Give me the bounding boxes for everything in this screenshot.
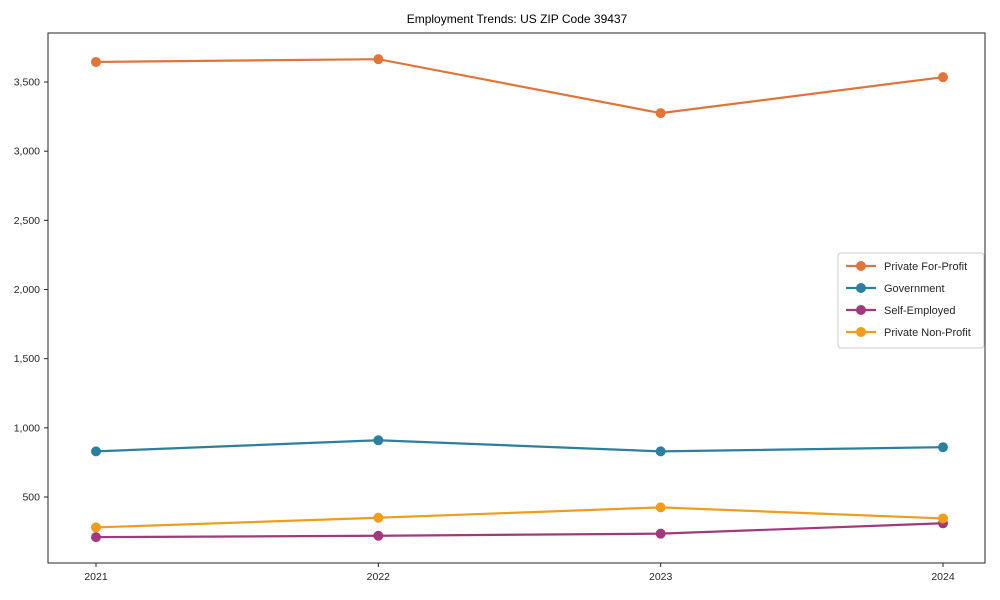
data-point[interactable] bbox=[655, 108, 666, 119]
data-point[interactable] bbox=[91, 522, 101, 533]
data-point[interactable] bbox=[655, 446, 666, 457]
y-tick-label: 1,500 bbox=[14, 353, 40, 365]
data-point[interactable] bbox=[91, 532, 101, 543]
legend: Private For-Profit Government Self-Employe… bbox=[837, 252, 985, 349]
legend-marker bbox=[856, 327, 866, 337]
x-tick-label: 2021 bbox=[84, 571, 108, 583]
x-tick-label: 2023 bbox=[649, 571, 673, 583]
y-tick-label: 3,000 bbox=[14, 146, 40, 158]
y-tick-label: 2,500 bbox=[14, 215, 40, 227]
x-tick-label: 2022 bbox=[367, 571, 391, 583]
legend-label: Self-Employed bbox=[884, 305, 956, 317]
legend-marker bbox=[856, 261, 866, 271]
legend-marker bbox=[856, 283, 866, 293]
legend-box bbox=[837, 252, 985, 349]
legend-marker bbox=[856, 305, 866, 315]
axes-frame bbox=[47, 32, 986, 564]
series-line-private-for-profit bbox=[94, 58, 945, 115]
data-point[interactable] bbox=[373, 54, 384, 65]
series-line-private-non-profit bbox=[94, 506, 945, 529]
y-tick-label: 1,000 bbox=[14, 422, 40, 434]
chart-title: Employment Trends: US ZIP Code 39437 bbox=[407, 12, 628, 26]
y-tick-label: 500 bbox=[22, 492, 40, 504]
data-point[interactable] bbox=[938, 72, 948, 83]
data-point[interactable] bbox=[373, 512, 384, 523]
data-point[interactable] bbox=[373, 435, 384, 446]
data-point[interactable] bbox=[91, 446, 101, 457]
data-point[interactable] bbox=[938, 513, 948, 524]
y-tick-label: 3,500 bbox=[14, 77, 40, 89]
data-point[interactable] bbox=[91, 56, 101, 67]
legend-label: Government bbox=[884, 283, 945, 295]
legend-label: Private Non-Profit bbox=[884, 327, 971, 339]
legend-label: Private For-Profit bbox=[884, 261, 967, 273]
x-tick-label: 2024 bbox=[931, 571, 955, 583]
plot-area: 500 1,000 1,500 2,000 2,500 3,000 3,500 2021 202… bbox=[14, 32, 986, 583]
series-line-self-employed bbox=[94, 522, 945, 539]
data-point[interactable] bbox=[655, 502, 666, 513]
data-point[interactable] bbox=[655, 528, 666, 539]
series-line-government bbox=[94, 439, 945, 453]
y-tick-label: 2,000 bbox=[14, 284, 40, 296]
data-point[interactable] bbox=[938, 442, 948, 453]
data-point[interactable] bbox=[373, 530, 384, 541]
